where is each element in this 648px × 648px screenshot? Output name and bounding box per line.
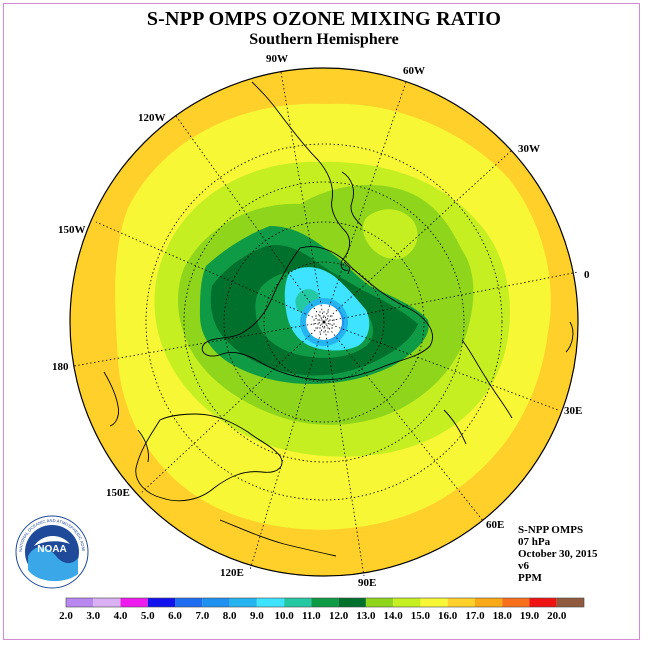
legend-swatch xyxy=(420,598,448,607)
legend-swatch xyxy=(66,598,94,607)
noaa-logo-text: NOAA xyxy=(37,544,66,555)
africa-cape xyxy=(565,321,574,353)
info-level: 07 hPa xyxy=(518,536,551,548)
australia-coast xyxy=(135,413,283,502)
legend-swatch xyxy=(147,598,176,607)
longitude-grid xyxy=(73,71,579,577)
figure-frame xyxy=(3,3,640,640)
info-units: PPM xyxy=(518,572,542,584)
lon-label-30w: 30W xyxy=(518,143,540,155)
legend-swatch xyxy=(502,598,530,607)
page-subtitle: Southern Hemisphere xyxy=(249,31,399,48)
lon-label-60w: 60W xyxy=(403,65,425,77)
legend-swatch xyxy=(529,598,557,607)
legend-swatch xyxy=(393,598,421,607)
lon-label-120w: 120W xyxy=(138,112,166,124)
new-zealand-north xyxy=(103,371,119,427)
legend-tick-label: 13.0 xyxy=(356,610,376,622)
legend-tick-label: 8.0 xyxy=(223,610,237,622)
polar-dots xyxy=(313,311,335,333)
legend-tick-label: 4.0 xyxy=(114,610,128,622)
legend-tick-label: 17.0 xyxy=(465,610,485,622)
legend-tick-label: 10.0 xyxy=(274,610,294,622)
legend-border xyxy=(65,597,585,608)
new-zealand-south xyxy=(137,429,149,463)
legend-tick-label: 2.0 xyxy=(59,610,73,622)
coastlines xyxy=(103,81,574,557)
lon-label-150e: 150E xyxy=(106,487,130,499)
latitude-grid xyxy=(145,143,503,501)
legend-tick-label: 15.0 xyxy=(411,610,431,622)
legend-swatch xyxy=(284,598,312,607)
legend-swatch xyxy=(556,598,584,607)
legend-tick-label: 19.0 xyxy=(520,610,540,622)
info-instrument: S-NPP OMPS xyxy=(518,524,584,536)
legend-tick-label: 20.0 xyxy=(547,610,567,622)
peninsula-coast xyxy=(343,261,351,275)
legend-swatch xyxy=(175,598,203,607)
legend-tick-label: 7.0 xyxy=(195,610,209,622)
noaa-logo-ring-text: NATIONAL OCEANIC AND ATMOSPHERIC ADMINIS… xyxy=(0,0,86,552)
legend-swatch xyxy=(229,598,257,607)
lon-label-150w: 150W xyxy=(58,224,86,236)
info-date: October 30, 2015 xyxy=(518,548,598,560)
info-block: S-NPP OMPS 07 hPa October 30, 2015 v6 PP… xyxy=(518,524,598,584)
color-legend: 2.0 3.0 4.0 5.0 6.0 7.0 8.0 9.0 10.0 11.0 12.0 13.0… xyxy=(59,597,585,622)
page-title: S-NPP OMPS OZONE MIXING RATIO xyxy=(146,8,502,30)
legend-tick-label: 5.0 xyxy=(141,610,155,622)
lon-label-30e: 30E xyxy=(564,405,582,417)
legend-tick-label: 16.0 xyxy=(438,610,458,622)
legend-swatch xyxy=(120,598,148,607)
antarctica-coast xyxy=(201,246,433,381)
globe-outline xyxy=(69,67,579,577)
legend-tick-label: 12.0 xyxy=(329,610,349,622)
lon-label-90w: 90W xyxy=(266,53,288,65)
lon-label-120e: 120E xyxy=(220,567,244,579)
south-america-east-coast xyxy=(341,171,363,227)
legend-tick-label: 11.0 xyxy=(302,610,321,622)
svg-text:NATIONAL OCEANIC AND ATMOSPHER: NATIONAL OCEANIC AND ATMOSPHERIC ADMINIS… xyxy=(0,0,86,552)
legend-swatch xyxy=(338,598,366,607)
madagascar-coast xyxy=(443,409,467,445)
legend-tick-label: 6.0 xyxy=(168,610,182,622)
lon-label-60e: 60E xyxy=(486,519,504,531)
legend-tick-label: 14.0 xyxy=(384,610,404,622)
lon-label-90e: 90E xyxy=(358,577,376,589)
indonesia-coast xyxy=(219,519,337,557)
legend-swatch xyxy=(311,598,339,607)
legend-swatch xyxy=(447,598,475,607)
legend-swatch xyxy=(202,598,230,607)
legend-swatch xyxy=(365,598,394,607)
lon-label-0: 0 xyxy=(584,269,590,281)
contour-band-14-15-inner xyxy=(363,209,418,259)
info-version: v6 xyxy=(518,560,529,572)
legend-tick-label: 9.0 xyxy=(250,610,264,622)
lon-label-180: 180 xyxy=(52,361,69,373)
legend-tick-label: 18.0 xyxy=(493,610,513,622)
legend-swatch xyxy=(93,598,121,607)
legend-swatch xyxy=(474,598,503,607)
legend-tick-label: 3.0 xyxy=(86,610,100,622)
africa-coast xyxy=(461,339,513,419)
south-america-coast xyxy=(251,81,351,271)
legend-swatch xyxy=(256,598,285,607)
